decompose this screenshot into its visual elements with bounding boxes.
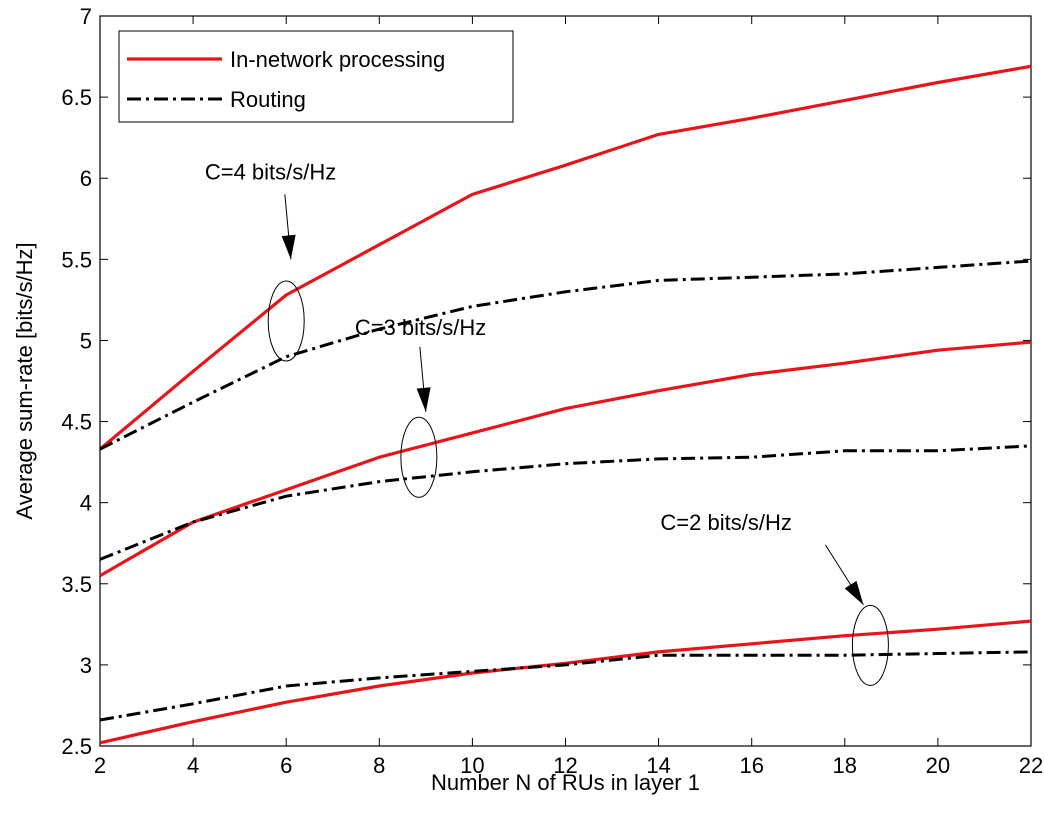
series-line-C3-routing xyxy=(99,444,1032,561)
annotation-label: C=2 bits/s/Hz xyxy=(660,510,791,535)
y-tick-label: 3.5 xyxy=(61,572,92,597)
annotation-arrowhead xyxy=(416,387,431,412)
x-tick-label: 8 xyxy=(373,753,385,778)
annotation-label: C=3 bits/s/Hz xyxy=(355,315,486,340)
series-line-C4-routing xyxy=(99,259,1032,451)
annotation-ellipse xyxy=(400,416,438,498)
y-tick-label: 6.5 xyxy=(61,85,92,110)
x-tick-label: 12 xyxy=(553,753,577,778)
series-line-C2-routing xyxy=(99,650,1032,722)
plot-area-border xyxy=(99,15,1032,747)
x-tick-label: 4 xyxy=(187,753,199,778)
y-tick-label: 5.5 xyxy=(61,247,92,272)
legend-label-routing: Routing xyxy=(230,87,306,112)
y-tick-label: 4.5 xyxy=(61,410,92,435)
x-tick-label: 14 xyxy=(646,753,670,778)
legend-label-in-network: In-network processing xyxy=(230,47,445,72)
series-line-C2-in-network xyxy=(99,619,1032,745)
annotation-ellipse xyxy=(267,280,305,362)
x-tick-label: 22 xyxy=(1019,753,1043,778)
x-tick-label: 16 xyxy=(739,753,763,778)
y-tick-label: 3 xyxy=(80,653,92,678)
series-line-C4-in-network xyxy=(98,64,1032,451)
annotation-ellipse xyxy=(851,604,889,686)
x-tick-label: 2 xyxy=(94,753,106,778)
y-tick-label: 2.5 xyxy=(61,734,92,759)
annotation-label: C=4 bits/s/Hz xyxy=(205,159,336,184)
x-axis-label: Number N of RUs in layer 1 xyxy=(431,770,700,795)
annotation-arrowhead xyxy=(281,234,296,260)
y-tick-label: 5 xyxy=(80,328,92,353)
y-tick-label: 7 xyxy=(80,4,92,29)
annotation-arrowhead xyxy=(844,580,864,605)
x-tick-label: 6 xyxy=(280,753,292,778)
x-tick-label: 10 xyxy=(460,753,484,778)
y-axis-label: Average sum-rate [bits/s/Hz] xyxy=(12,242,37,519)
x-tick-label: 20 xyxy=(926,753,950,778)
y-tick-label: 6 xyxy=(80,166,92,191)
y-tick-label: 4 xyxy=(80,491,92,516)
legend-box xyxy=(118,30,514,123)
series-line-C3-in-network xyxy=(99,340,1032,578)
x-tick-label: 18 xyxy=(833,753,857,778)
